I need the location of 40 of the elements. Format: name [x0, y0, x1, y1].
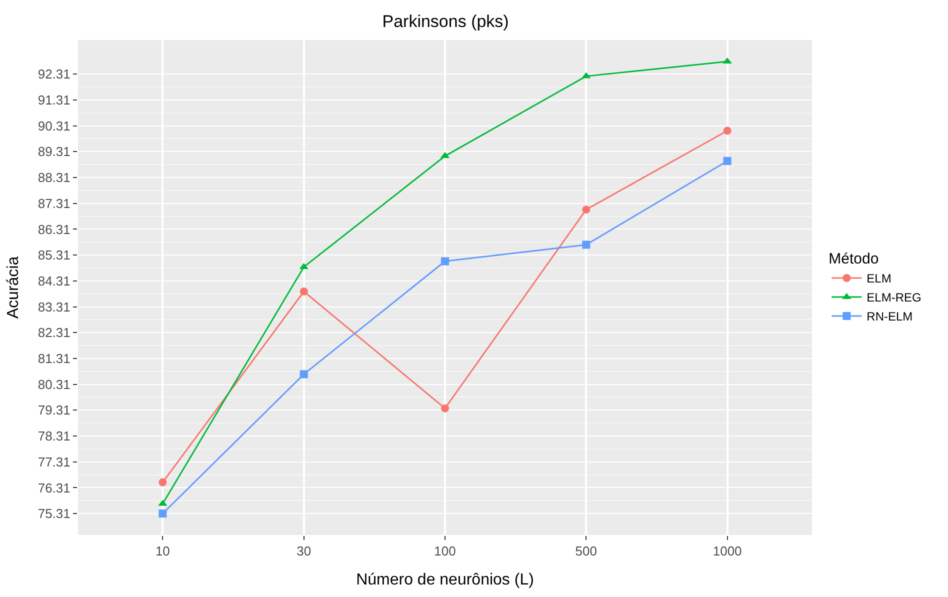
y-tick-label: 82.31 [38, 325, 70, 340]
y-tick-label: 75.31 [38, 506, 70, 522]
x-tick-label: 30 [296, 544, 312, 559]
x-tick-label: 1000 [712, 544, 742, 559]
point [300, 370, 308, 378]
point [441, 257, 449, 266]
y-tick-label: 83.31 [38, 299, 70, 314]
point [158, 510, 167, 518]
legend-label: RN-ELM [866, 310, 913, 324]
y-tick-label: 78.31 [38, 428, 70, 444]
y-tick-label: 86.31 [38, 222, 70, 237]
y-tick-label: 91.31 [38, 92, 70, 108]
y-tick-label: 84.31 [38, 273, 70, 288]
y-tick-label: 92.31 [38, 66, 70, 82]
point [158, 478, 167, 486]
y-tick-label: 76.31 [38, 480, 70, 496]
y-tick-label: 85.31 [38, 248, 70, 263]
y-tick-label: 80.31 [38, 376, 70, 392]
legend-label: ELM [866, 272, 892, 286]
point [441, 404, 449, 412]
point [723, 126, 732, 135]
y-tick-label: 79.31 [38, 402, 70, 418]
point [723, 156, 732, 165]
point [582, 206, 590, 214]
x-axis-title: Número de neurônios (L) [356, 571, 534, 588]
y-tick-label: 88.31 [38, 170, 70, 186]
x-tick-label: 100 [434, 544, 456, 559]
y-tick-label: 90.31 [38, 118, 70, 134]
x-tick-label: 500 [575, 544, 597, 559]
y-tick-label: 77.31 [38, 454, 70, 470]
point [300, 288, 308, 296]
y-tick-label: 87.31 [38, 196, 70, 211]
x-tick-label: 10 [155, 544, 170, 559]
point [582, 240, 590, 249]
legend-label: ELM-REG [866, 290, 922, 305]
y-tick-label: 81.31 [38, 351, 70, 366]
y-tick-label: 89.31 [38, 144, 70, 160]
chart-title: Parkinsons (pks) [382, 12, 509, 31]
y-axis-title: Acurácia [4, 256, 22, 319]
legend-title: Método [828, 250, 879, 268]
